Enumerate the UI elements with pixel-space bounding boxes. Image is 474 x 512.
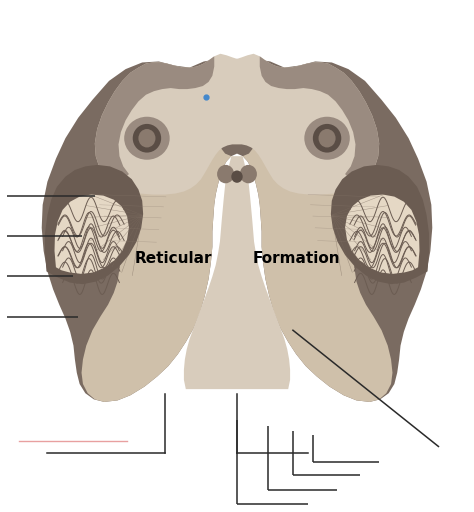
Ellipse shape: [304, 117, 350, 160]
Text: Reticular: Reticular: [134, 251, 212, 266]
PathPatch shape: [243, 131, 392, 402]
PathPatch shape: [260, 56, 379, 185]
PathPatch shape: [237, 54, 379, 195]
Text: Formation: Formation: [253, 251, 340, 266]
Ellipse shape: [124, 117, 170, 160]
PathPatch shape: [208, 59, 266, 112]
PathPatch shape: [82, 131, 231, 402]
PathPatch shape: [95, 54, 237, 195]
PathPatch shape: [237, 59, 432, 402]
PathPatch shape: [45, 165, 143, 284]
Circle shape: [217, 165, 234, 183]
PathPatch shape: [95, 56, 214, 185]
Ellipse shape: [138, 129, 155, 147]
Ellipse shape: [133, 124, 161, 153]
PathPatch shape: [331, 165, 429, 284]
PathPatch shape: [55, 195, 129, 274]
Ellipse shape: [319, 129, 336, 147]
Circle shape: [240, 165, 257, 183]
PathPatch shape: [42, 59, 237, 402]
Ellipse shape: [313, 124, 341, 153]
Circle shape: [231, 170, 243, 183]
PathPatch shape: [184, 156, 290, 389]
PathPatch shape: [345, 195, 419, 274]
